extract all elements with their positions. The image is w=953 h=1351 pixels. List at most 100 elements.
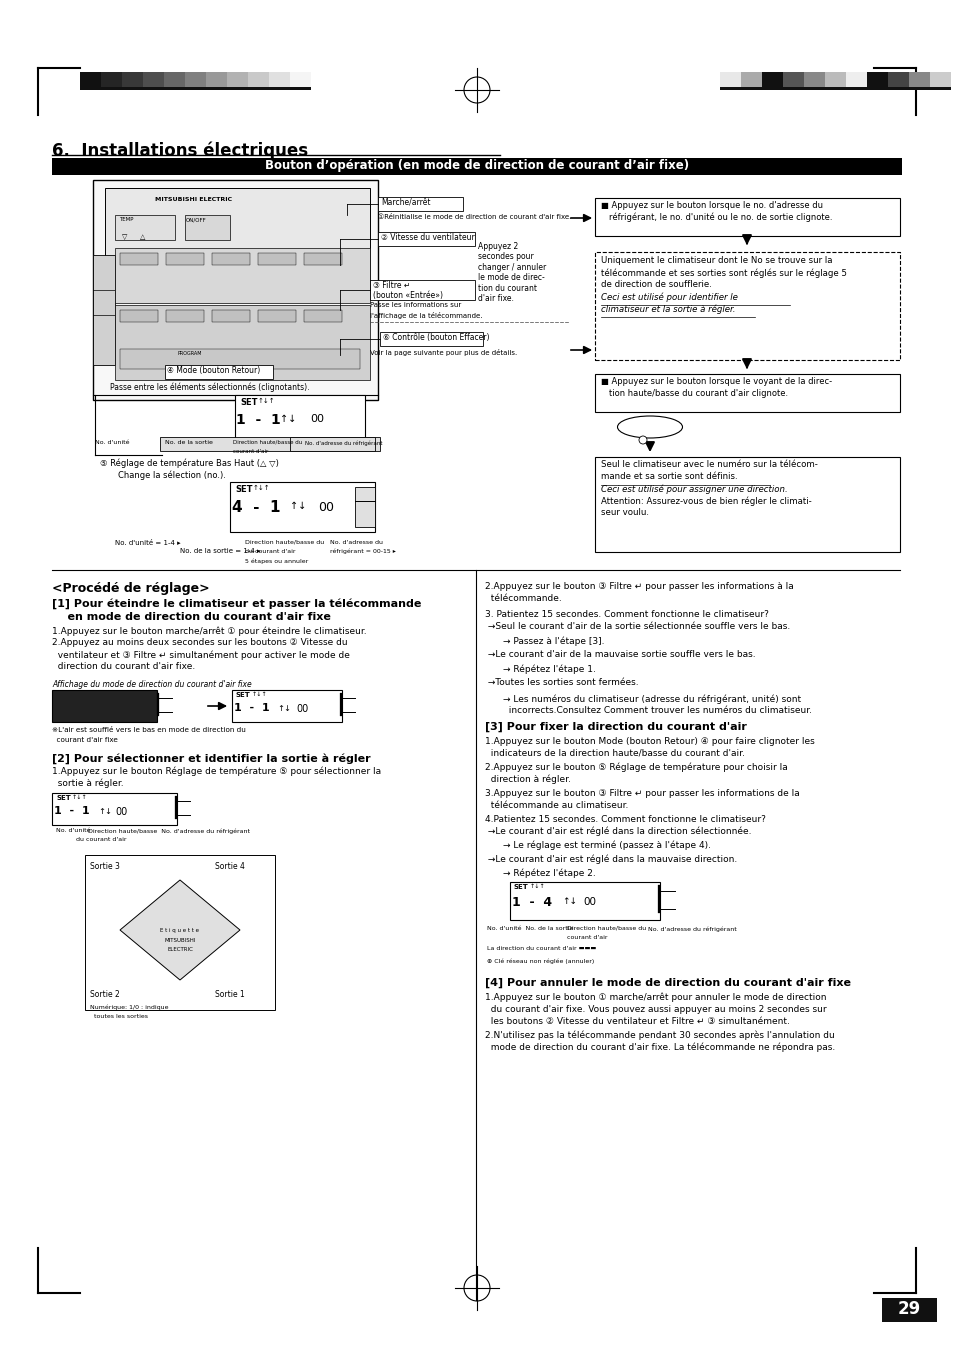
Text: ↑↓: ↑↓ (290, 501, 306, 511)
Text: réfrigérant, le no. d'unité ou le no. de sortie clignote.: réfrigérant, le no. d'unité ou le no. de… (608, 213, 832, 223)
Text: →Toutes les sorties sont fermées.: →Toutes les sorties sont fermées. (484, 678, 638, 688)
Bar (740, 72, 761, 86)
Text: Voir la page suivante pour plus de détails.: Voir la page suivante pour plus de détai… (370, 349, 517, 357)
Text: Change la sélection (no.).: Change la sélection (no.). (118, 470, 226, 480)
Text: télécommande au climatiseur.: télécommande au climatiseur. (484, 801, 628, 811)
Text: ↑↓↑: ↑↓↑ (71, 794, 88, 800)
Text: 00: 00 (317, 501, 334, 513)
Bar (290, 72, 311, 86)
Circle shape (97, 693, 101, 697)
Bar (720, 72, 740, 86)
Text: ↑↓↑: ↑↓↑ (257, 399, 275, 404)
Bar (120, 253, 158, 265)
Text: → Répétez l'étape 1.: → Répétez l'étape 1. (502, 663, 596, 674)
Circle shape (62, 705, 66, 709)
Text: tion haute/basse du courant d'air clignote.: tion haute/basse du courant d'air cligno… (608, 389, 787, 399)
Bar (377, 197, 462, 211)
Circle shape (178, 272, 192, 285)
Bar (120, 309, 158, 322)
Text: Passe les informations sur: Passe les informations sur (370, 303, 460, 308)
Circle shape (97, 705, 101, 709)
Text: 00: 00 (310, 413, 324, 424)
Bar (882, 1298, 936, 1323)
Circle shape (139, 705, 143, 709)
Bar (185, 215, 230, 240)
Circle shape (91, 711, 93, 715)
Text: No. d'adresse du réfrigérant: No. d'adresse du réfrigérant (647, 925, 736, 931)
Bar (115, 215, 174, 240)
Bar (803, 72, 824, 86)
Bar (227, 72, 248, 86)
Text: climatiseur et la sortie à régler.: climatiseur et la sortie à régler. (600, 304, 735, 313)
Circle shape (70, 693, 72, 697)
Circle shape (91, 700, 93, 703)
Ellipse shape (617, 416, 681, 438)
Text: ↑↓: ↑↓ (561, 897, 577, 907)
Text: indicateurs de la direction haute/basse du courant d'air.: indicateurs de la direction haute/basse … (484, 748, 744, 758)
Text: No. d'unité = 1-4 ▸: No. d'unité = 1-4 ▸ (115, 540, 180, 546)
Text: 2.N'utilisez pas la télécommande pendant 30 secondes après l'annulation du: 2.N'utilisez pas la télécommande pendant… (484, 1031, 834, 1040)
Circle shape (83, 700, 87, 703)
Text: Attention: Assurez-vous de bien régler le climati-: Attention: Assurez-vous de bien régler l… (600, 496, 811, 505)
Text: →Le courant d'air est réglé dans la mauvaise direction.: →Le courant d'air est réglé dans la mauv… (484, 855, 737, 865)
Circle shape (70, 705, 72, 709)
Text: Direction haute/basse du: Direction haute/basse du (245, 540, 324, 544)
Text: 00: 00 (295, 704, 308, 713)
Bar (595, 199, 899, 236)
Text: → Passez à l'étape [3].: → Passez à l'étape [3]. (502, 636, 604, 646)
Text: ④ Mode (bouton Retour): ④ Mode (bouton Retour) (167, 366, 260, 376)
Text: mande et sa sortie sont définis.: mande et sa sortie sont définis. (600, 471, 737, 481)
Bar (370, 280, 475, 300)
Text: →Le courant d'air de la mauvaise sortie souffle vers le bas.: →Le courant d'air de la mauvaise sortie … (484, 650, 755, 659)
Text: Passe entre les éléments sélectionnés (clignotants).: Passe entre les éléments sélectionnés (c… (110, 382, 309, 392)
Text: ELECTRIC: ELECTRIC (167, 947, 193, 952)
Circle shape (70, 700, 72, 703)
Bar (80, 86, 311, 91)
Text: télécommande.: télécommande. (484, 594, 561, 603)
Text: Affichage du mode de direction du courant d'air fixe: Affichage du mode de direction du couran… (52, 680, 252, 689)
Circle shape (224, 326, 237, 340)
Text: → Les numéros du climatiseur (adresse du réfrigérant, unité) sont: → Les numéros du climatiseur (adresse du… (502, 694, 801, 704)
Circle shape (55, 711, 59, 715)
Text: 1  -  1: 1 - 1 (233, 703, 270, 713)
Bar (92, 255, 115, 365)
Text: ■ Appuyez sur le bouton lorsque le no. d'adresse du: ■ Appuyez sur le bouton lorsque le no. d… (600, 201, 822, 209)
Bar (761, 72, 782, 86)
Text: 3.Appuyez sur le bouton ③ Filtre ↵ pour passer les informations de la: 3.Appuyez sur le bouton ③ Filtre ↵ pour … (484, 789, 799, 798)
Bar (304, 253, 341, 265)
Bar (595, 374, 899, 412)
Circle shape (62, 700, 66, 703)
Text: courant d'air: courant d'air (233, 449, 268, 454)
Bar (929, 72, 950, 86)
Text: 1.Appuyez sur le bouton Réglage de température ⑤ pour sélectionner la: 1.Appuyez sur le bouton Réglage de tempé… (52, 767, 381, 777)
Circle shape (83, 705, 87, 709)
Circle shape (125, 693, 129, 697)
Circle shape (639, 436, 646, 444)
Circle shape (139, 693, 143, 697)
Circle shape (112, 705, 114, 709)
Circle shape (91, 693, 93, 697)
Circle shape (97, 711, 101, 715)
Text: seur voulu.: seur voulu. (600, 508, 648, 517)
Text: TEMP: TEMP (119, 218, 133, 222)
Bar (52, 690, 157, 721)
Bar (230, 482, 375, 532)
Circle shape (132, 705, 135, 709)
Text: SET: SET (514, 884, 528, 890)
Bar (115, 249, 370, 303)
Bar (377, 232, 475, 246)
Text: 1.Appuyez sur le bouton Mode (bouton Retour) ④ pour faire clignoter les: 1.Appuyez sur le bouton Mode (bouton Ret… (484, 738, 814, 746)
Text: Bouton d’opération (en mode de direction de courant d’air fixe): Bouton d’opération (en mode de direction… (265, 159, 688, 172)
Circle shape (136, 230, 150, 245)
Circle shape (112, 700, 114, 703)
Text: 5 étapes ou annuler: 5 étapes ou annuler (245, 558, 308, 563)
Text: 2.Appuyez au moins deux secondes sur les boutons ② Vitesse du: 2.Appuyez au moins deux secondes sur les… (52, 638, 347, 647)
Text: No. d'unité: No. d'unité (95, 440, 130, 444)
Circle shape (91, 705, 93, 709)
Circle shape (139, 711, 143, 715)
Circle shape (118, 230, 132, 245)
Bar (232, 690, 341, 721)
Circle shape (132, 272, 146, 285)
Bar (782, 72, 803, 86)
Text: △: △ (140, 234, 146, 240)
